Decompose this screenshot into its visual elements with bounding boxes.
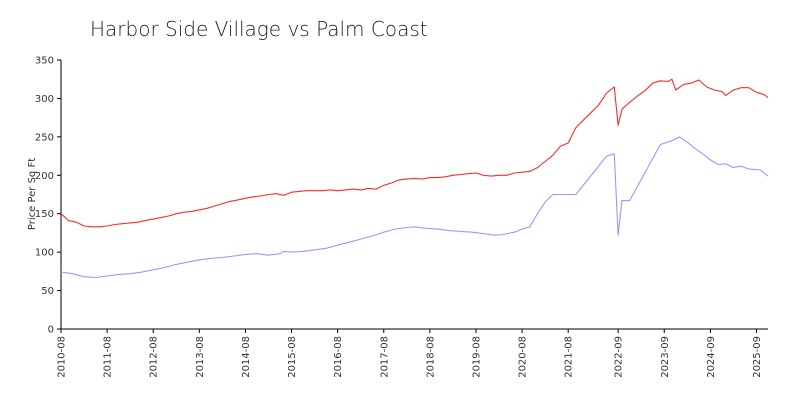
x-tick-label: 2020-08 [518, 336, 529, 378]
series-line-1 [60, 78, 769, 228]
x-tick-label: 2013-08 [195, 336, 206, 378]
x-tick-label: 2017-08 [379, 336, 390, 378]
y-axis-label: Price Per Sq Ft [27, 158, 38, 230]
series-line-2 [60, 136, 769, 279]
x-tick-label: 2012-08 [149, 336, 160, 378]
x-tick-label: 2015-08 [287, 336, 298, 378]
y-axis-ticks: 0 50 100 150 200 250 300 350 [35, 56, 61, 336]
y-tick-label: 0 [48, 325, 54, 336]
series-lines [60, 78, 769, 279]
y-tick-label: 250 [35, 132, 54, 143]
y-tick-label: 150 [35, 209, 54, 220]
axes [60, 60, 768, 330]
x-tick-label: 2021-08 [564, 336, 575, 378]
x-tick-label: 2025-09 [752, 336, 763, 378]
x-tick-label: 2011-08 [103, 336, 114, 378]
x-tick-label: 2023-09 [660, 336, 671, 378]
y-tick-label: 200 [35, 171, 54, 182]
x-tick-label: 2018-08 [425, 336, 436, 378]
y-tick-label: 350 [35, 56, 54, 67]
x-axis-ticks: 2010-08 2011-08 2012-08 2013-08 2014-08 2015-… [57, 329, 763, 378]
y-tick-label: 50 [41, 286, 54, 297]
x-tick-label: 2016-08 [333, 336, 344, 378]
x-tick-label: 2024-09 [706, 336, 717, 378]
x-tick-label: 2019-08 [471, 336, 482, 378]
x-tick-label: 2010-08 [57, 336, 68, 378]
x-tick-label: 2014-08 [241, 336, 252, 378]
chart-title: Harbor Side Village vs Palm Coast [90, 17, 428, 41]
y-tick-label: 300 [35, 94, 54, 105]
x-tick-label: 2022-09 [614, 336, 625, 378]
y-tick-label: 100 [35, 248, 54, 259]
